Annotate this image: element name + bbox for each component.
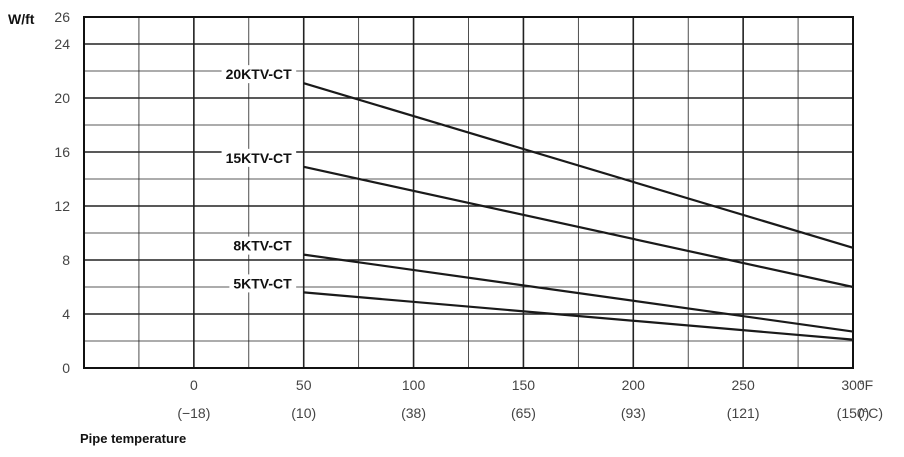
x-tick-labels: 0 (−18) 50 (10) 100 (38) 150 (65) 200 (93) 250 (121…: [177, 377, 869, 421]
x-tick-label: 150: [512, 377, 536, 393]
x-axis-title: Pipe temperature: [80, 431, 187, 446]
series-label: 15KTV-CT: [226, 150, 293, 166]
x-tick-label-celsius: (150): [837, 405, 870, 421]
y-tick-label: 20: [54, 90, 70, 106]
plot-frame: [83, 16, 854, 369]
x-tick-label: 300: [841, 377, 865, 393]
x-tick-label-celsius: (65): [511, 405, 536, 421]
series-label: 8KTV-CT: [233, 238, 292, 254]
series-label: 20KTV-CT: [226, 66, 293, 82]
y-tick-label: 24: [54, 36, 70, 52]
x-tick-label-celsius: (93): [621, 405, 646, 421]
x-tick-label: 250: [731, 377, 755, 393]
x-tick-label: 200: [622, 377, 646, 393]
series-label-background: [221, 148, 297, 167]
x-tick-label-celsius: (−18): [177, 405, 210, 421]
x-unit-celsius: (°C): [858, 405, 883, 421]
x-tick-label: 100: [402, 377, 426, 393]
x-tick-label-celsius: (121): [727, 405, 760, 421]
y-tick-label: 26: [54, 9, 70, 25]
y-tick-labels: 0 4 8 12 16 20 24 26: [54, 9, 70, 376]
y-tick-label: 8: [62, 252, 70, 268]
x-tick-label: 0: [190, 377, 198, 393]
y-tick-label: 0: [62, 360, 70, 376]
series-label-background: [229, 274, 297, 293]
y-tick-label: 12: [54, 198, 70, 214]
y-tick-label: 16: [54, 144, 70, 160]
series-labels: 20KTV-CT 15KTV-CT 8KTV-CT 5KTV-CT: [221, 65, 297, 293]
x-tick-label-celsius: (38): [401, 405, 426, 421]
series-line: [303, 291, 854, 341]
series-lines: [303, 82, 854, 341]
major-grid: [84, 17, 853, 368]
series-line: [303, 82, 854, 249]
minor-grid: [84, 17, 853, 368]
x-unit-fahrenheit: °F: [859, 377, 873, 393]
series-line: [303, 165, 854, 289]
y-axis-label: W/ft: [8, 11, 35, 27]
series-label-background: [229, 236, 297, 255]
x-tick-label-celsius: (10): [291, 405, 316, 421]
series-label: 5KTV-CT: [233, 275, 292, 291]
series-line: [303, 253, 854, 333]
x-tick-label: 50: [296, 377, 312, 393]
y-tick-label: 4: [62, 306, 70, 322]
series-label-background: [221, 65, 297, 84]
